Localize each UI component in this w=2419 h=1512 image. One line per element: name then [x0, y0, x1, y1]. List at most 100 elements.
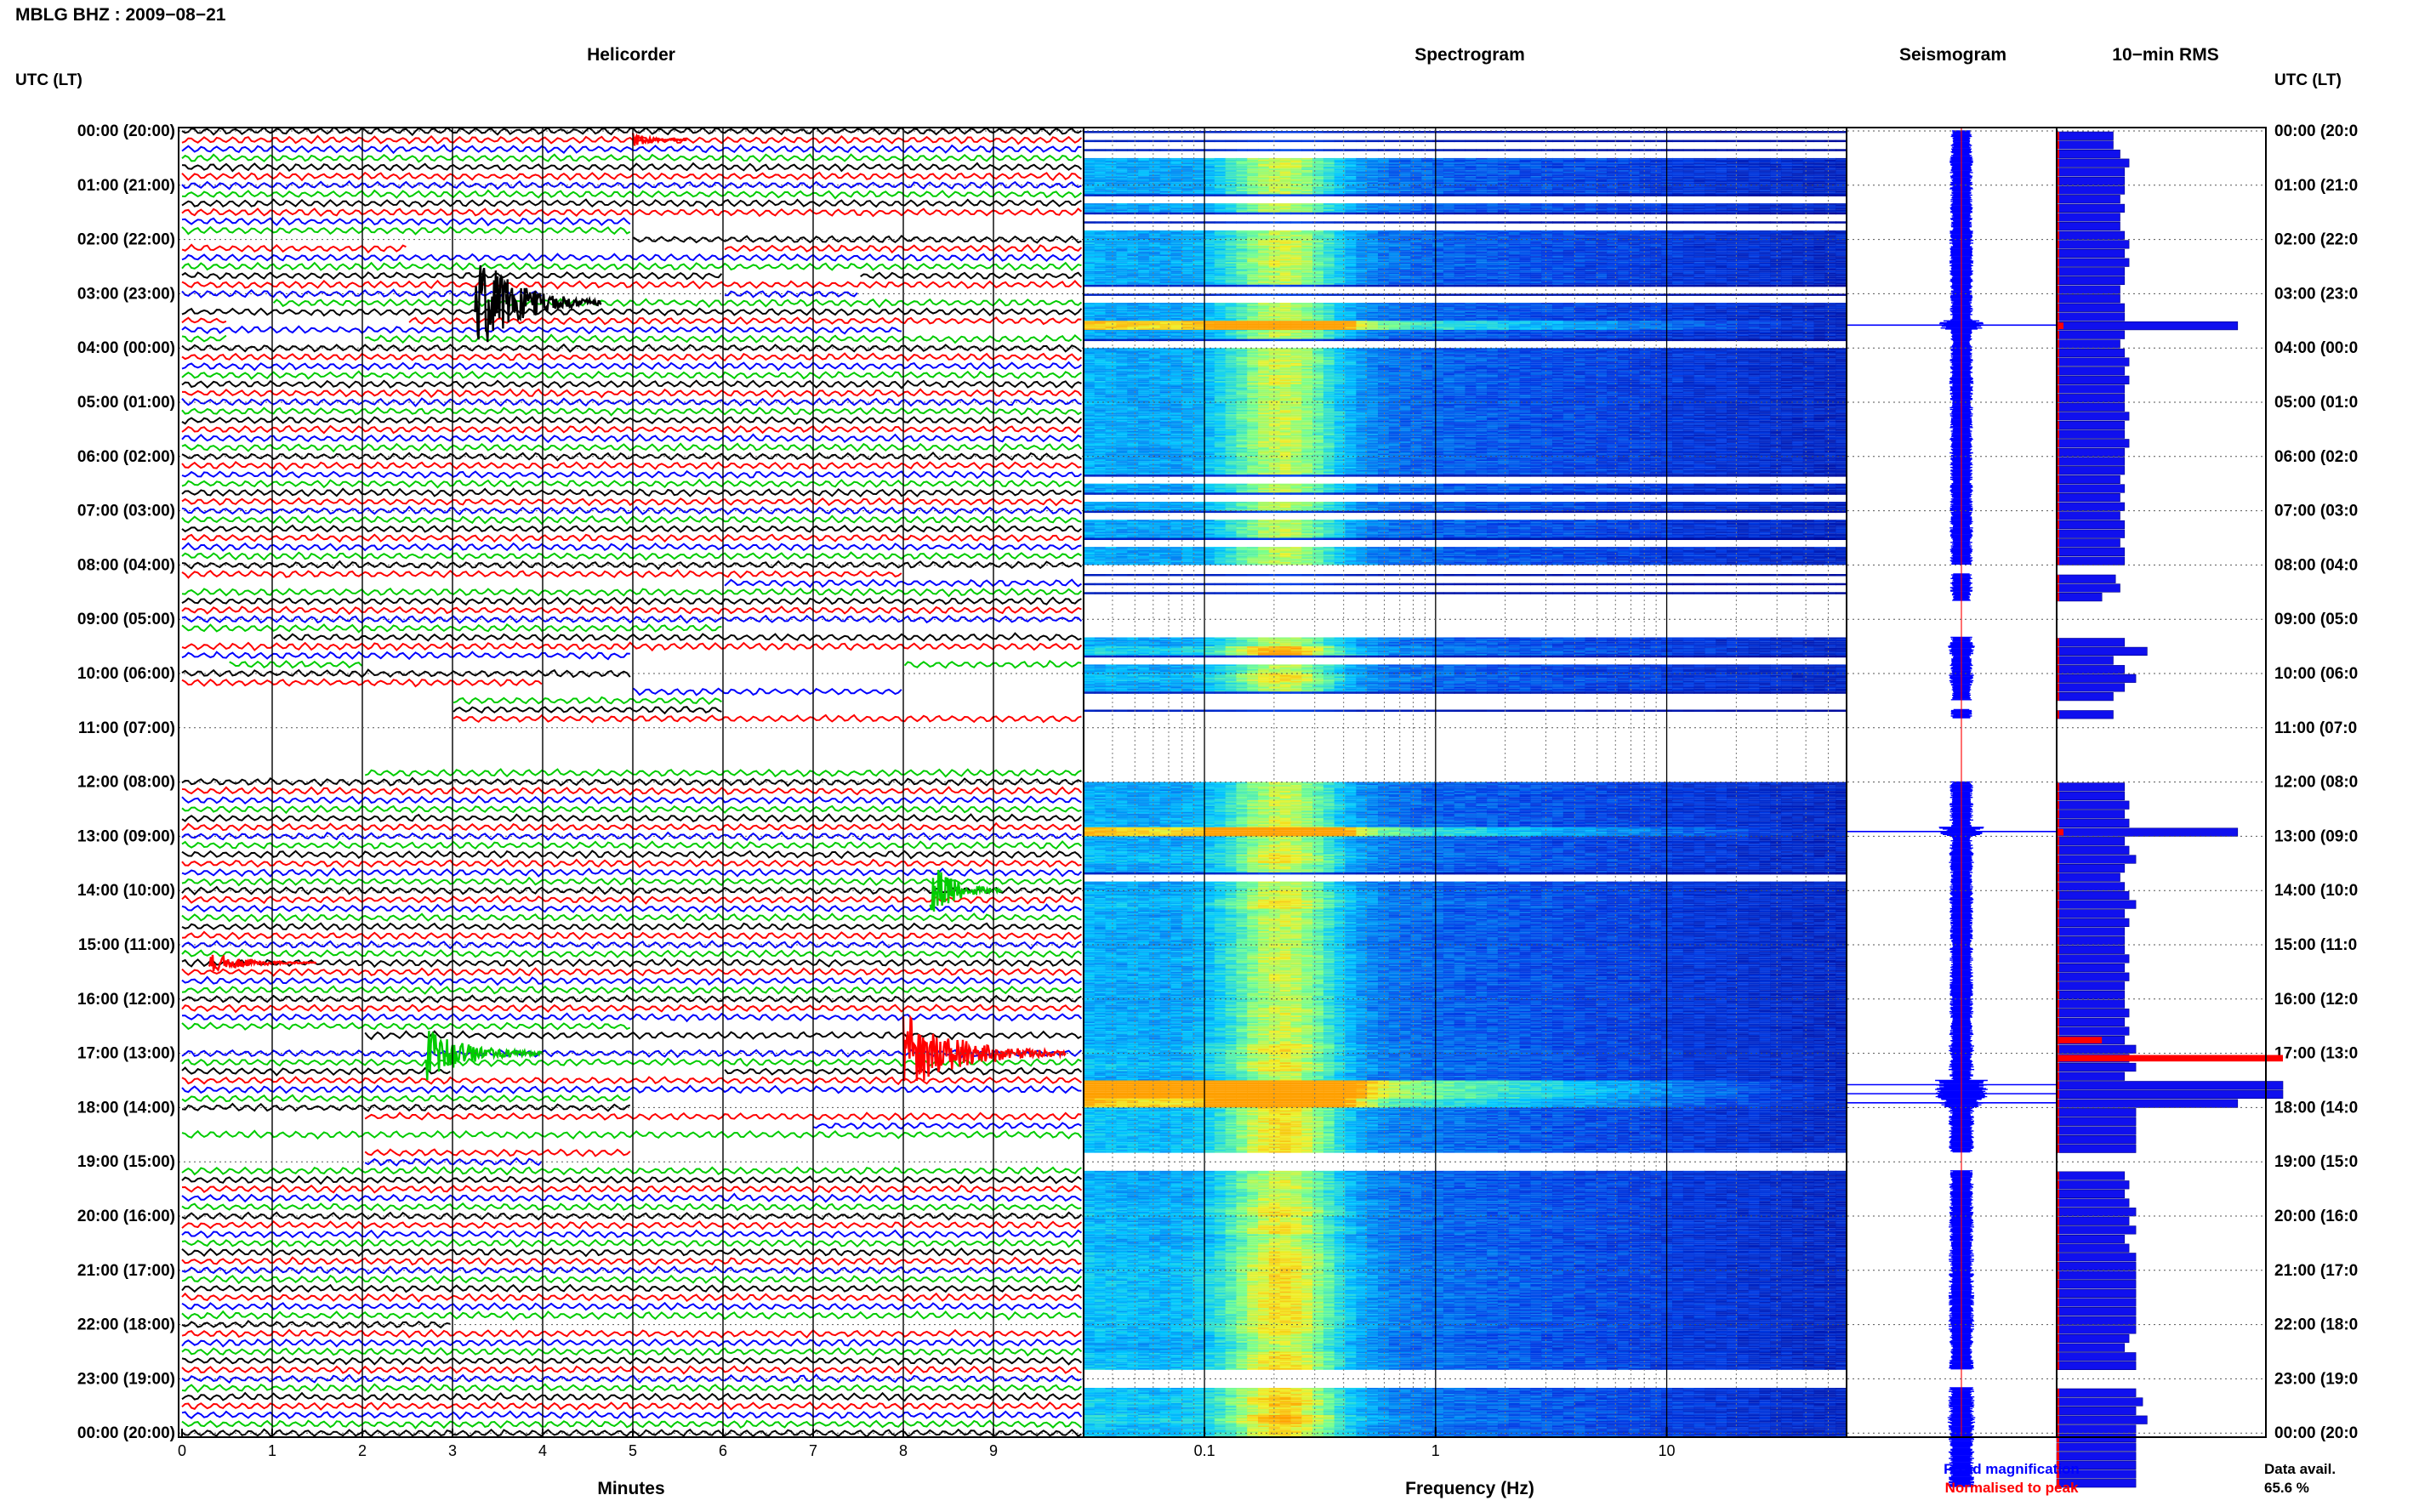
spectrogram-cell: [1727, 182, 1739, 185]
spectrogram-cell: [1607, 268, 1619, 270]
spectrogram-cell: [1476, 280, 1488, 282]
spectrogram-cell: [1541, 170, 1553, 172]
spectrogram-cell: [1084, 260, 1096, 263]
spectrogram-cell: [1323, 281, 1335, 283]
spectrogram-cell: [1214, 221, 1227, 224]
spectrogram-cell: [1607, 180, 1619, 183]
spectrogram-cell: [1574, 235, 1585, 237]
spectrogram-cell: [1737, 243, 1750, 246]
spectrogram-cell: [1508, 209, 1521, 211]
spectrogram-cell: [1541, 179, 1553, 181]
spectrogram-cell: [1596, 248, 1608, 250]
spectrogram-cell: [1530, 280, 1542, 282]
spectrogram-cell: [1105, 254, 1117, 257]
spectrogram-cell: [1791, 209, 1804, 211]
spectrogram-cell: [1334, 248, 1346, 250]
spectrogram-cell: [1356, 259, 1368, 261]
spectrogram-cell: [1585, 212, 1597, 215]
spectrogram-cell: [1770, 231, 1782, 234]
spectrogram-cell: [1716, 210, 1727, 213]
spectrogram-cell: [1138, 162, 1150, 164]
spectrogram-cell: [1716, 190, 1727, 191]
spectrogram-cell: [1290, 251, 1302, 253]
spectrogram-cell: [1323, 212, 1335, 215]
spectrogram-cell: [1204, 260, 1215, 263]
spectrogram-cell: [1204, 190, 1215, 191]
spectrogram-cell: [1378, 264, 1390, 265]
spectrogram-cell: [1148, 242, 1161, 244]
spectrogram-cell: [1497, 179, 1510, 181]
spectrogram-cell: [1497, 188, 1510, 190]
spectrogram-cell: [1181, 245, 1193, 247]
spectrogram-cell: [1170, 210, 1182, 213]
spectrogram-cell: [1094, 280, 1107, 282]
spectrogram-cell: [1225, 168, 1237, 171]
spectrogram-cell: [1650, 192, 1662, 195]
spectrogram-cell: [1345, 190, 1357, 193]
spectrogram-cell: [1497, 268, 1510, 270]
spectrogram-cell: [1682, 242, 1695, 244]
spectrogram-cell: [1279, 210, 1292, 213]
spectrogram-cell: [1399, 276, 1411, 277]
spectrogram-cell: [1279, 165, 1292, 168]
spectrogram-cell: [1268, 188, 1281, 190]
spectrogram-cell: [1268, 237, 1281, 240]
spectrogram-cell: [1247, 210, 1259, 213]
spectrogram-cell: [1508, 159, 1521, 162]
spectrogram-cell: [1727, 233, 1739, 236]
spectrogram-cell: [1268, 164, 1281, 166]
spectrogram-cell: [1301, 235, 1313, 237]
spectrogram-cell: [1617, 268, 1630, 270]
spectrogram-cell: [1127, 203, 1139, 205]
spectrogram-cell: [1170, 281, 1182, 283]
spectrogram-cell: [1705, 236, 1716, 238]
spectrogram-cell: [1454, 239, 1466, 242]
spectrogram-cell: [1607, 162, 1619, 164]
spectrogram-cell: [1759, 161, 1771, 163]
spectrogram-cell: [1639, 210, 1651, 213]
spectrogram-cell: [1432, 194, 1444, 196]
spectrogram-cell: [1084, 281, 1096, 283]
spectrogram-cell: [1672, 164, 1684, 166]
spectrogram-cell: [1105, 262, 1117, 264]
spectrogram-cell: [1650, 190, 1662, 191]
spectrogram-cell: [1596, 164, 1608, 166]
spectrogram-cell: [1214, 243, 1227, 246]
spectrogram-cell: [1824, 239, 1836, 242]
spectrogram-cell: [1693, 248, 1705, 250]
spectrogram-cell: [1541, 190, 1553, 193]
spectrogram-cell: [1181, 231, 1193, 234]
spectrogram-cell: [1127, 230, 1139, 232]
spectrogram-cell: [1530, 274, 1542, 276]
spectrogram-cell: [1323, 188, 1335, 190]
spectrogram-cell: [1541, 190, 1553, 191]
spectrogram-cell: [1802, 274, 1815, 276]
spectrogram-cell: [1399, 194, 1411, 196]
spectrogram-cell: [1279, 139, 1292, 143]
spectrogram-cell: [1421, 235, 1433, 237]
spectrogram-cell: [1323, 270, 1335, 271]
spectrogram-cell: [1791, 167, 1804, 169]
spectrogram-cell: [1802, 270, 1815, 273]
spectrogram-cell: [1682, 207, 1695, 210]
hour-label-left: 20:00 (16:00): [77, 1208, 175, 1225]
spectrogram-cell: [1116, 272, 1128, 275]
spectrogram-cell: [1312, 278, 1324, 281]
spectrogram-cell: [1454, 268, 1466, 270]
spectrogram-cell: [1301, 186, 1313, 189]
spectrogram-cell: [1138, 176, 1150, 178]
spectrogram-cell: [1836, 173, 1847, 175]
spectrogram-cell: [1323, 190, 1335, 191]
spectrogram-cell: [1737, 270, 1750, 271]
spectrogram-cell: [1247, 157, 1259, 160]
spectrogram-cell: [1476, 168, 1488, 171]
spectrogram-cell: [1388, 280, 1401, 282]
spectrogram-cell: [1432, 173, 1444, 175]
spectrogram-cell: [1323, 262, 1335, 264]
spectrogram-cell: [1443, 250, 1455, 252]
spectrogram-cell: [1247, 245, 1259, 247]
spectrogram-cell: [1541, 280, 1553, 282]
spectrogram-cell: [1519, 251, 1531, 253]
spectrogram-cell: [1105, 268, 1117, 270]
spectrogram-cell: [1508, 188, 1521, 190]
